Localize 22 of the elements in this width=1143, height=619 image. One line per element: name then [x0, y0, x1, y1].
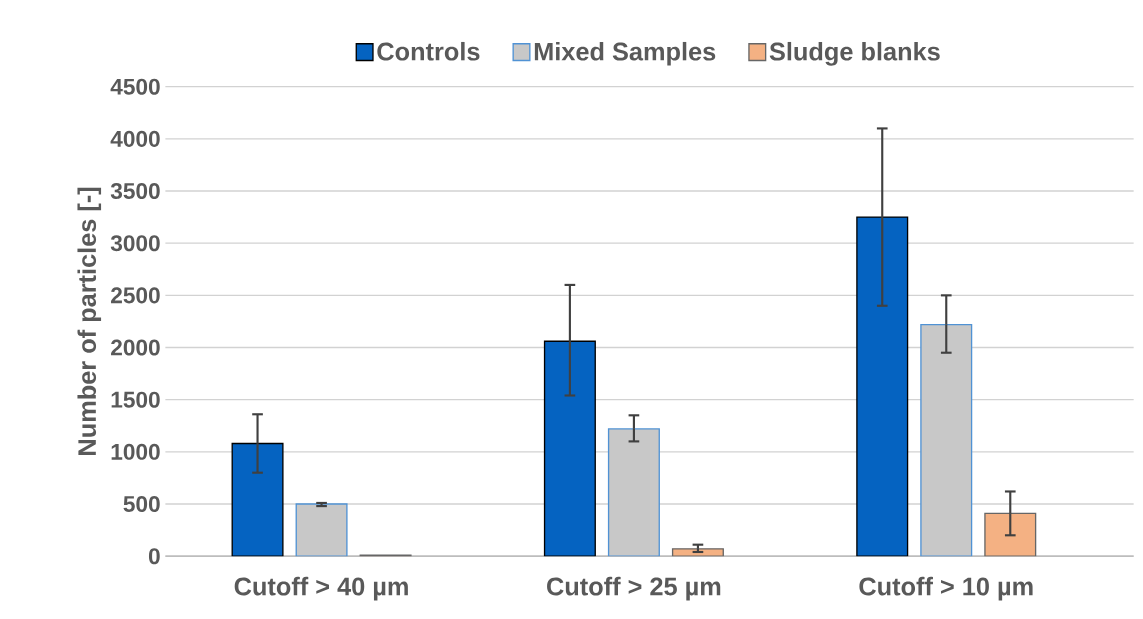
y-tick-label: 4000 [110, 130, 160, 147]
legend-label: Mixed Samples [534, 42, 716, 66]
bar [543, 340, 596, 557]
y-tick-label: 4500 [110, 78, 160, 95]
y-axis-title: Number of particles [-] [77, 187, 102, 455]
x-tick-label: Cutoff > 10 µm [859, 576, 1033, 601]
bar [295, 503, 348, 557]
y-tick-label: 2500 [111, 287, 160, 304]
bar [984, 512, 1037, 557]
x-tick-label: Cutoff > 40 µm [234, 576, 408, 601]
bar [231, 442, 284, 557]
y-tick-label: 3500 [110, 183, 160, 200]
y-tick-label: 0 [148, 548, 160, 565]
y-tick-label: 3000 [110, 235, 160, 252]
bar [856, 216, 909, 557]
x-tick-label: Cutoff > 25 µm [547, 576, 721, 601]
legend-label: Sludge blanks [769, 42, 940, 66]
legend-label: Controls [377, 42, 480, 61]
y-tick-label: 1000 [111, 443, 160, 460]
y-tick-label: 1500 [111, 391, 160, 408]
y-tick-label: 500 [123, 496, 160, 513]
y-tick-label: 2000 [111, 339, 160, 356]
